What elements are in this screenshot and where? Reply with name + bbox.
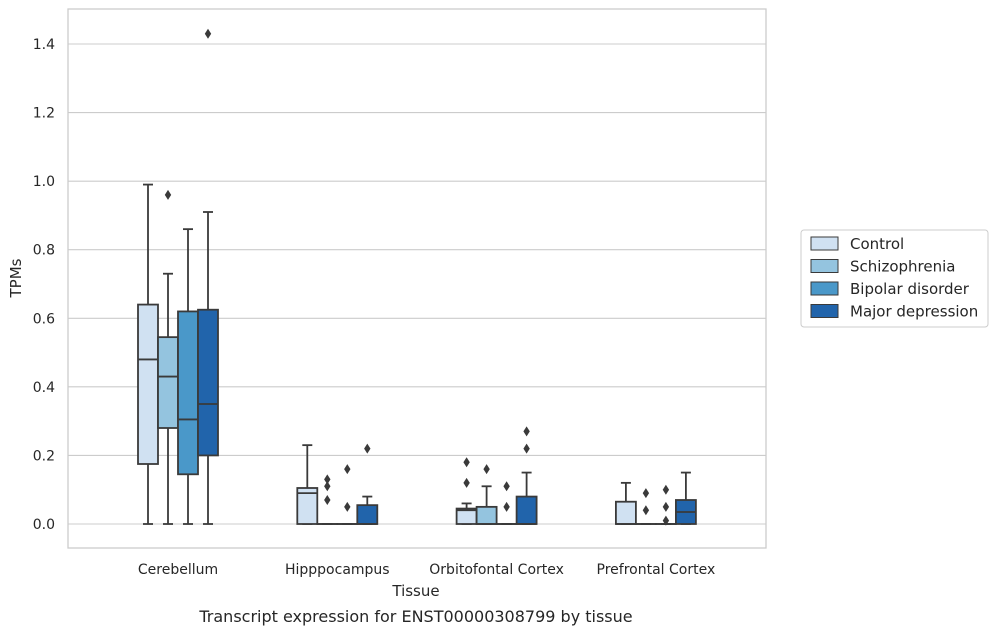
- box-major-depression: [515, 426, 538, 525]
- box-iqr: [157, 336, 179, 429]
- box-major-depression: [356, 443, 379, 525]
- legend-swatch: [810, 236, 839, 251]
- box-schizophrenia: [475, 464, 498, 525]
- box-iqr: [615, 500, 637, 525]
- legend-frame: [800, 229, 989, 328]
- outlier-point: [324, 495, 331, 505]
- outlier-point: [503, 501, 510, 512]
- outlier-point: [662, 515, 670, 526]
- box-iqr: [356, 504, 379, 525]
- y-tick-label: 0.4: [33, 380, 55, 396]
- x-tick-labels: Cerebellum Hipppocampus Orbitofontal Corte…: [138, 562, 715, 578]
- outlier-point: [662, 501, 670, 512]
- box-schizophrenia: [316, 474, 339, 525]
- outlier-point: [364, 443, 371, 454]
- box-schizophrenia: [635, 488, 657, 525]
- y-tick-label: 1.4: [33, 37, 55, 53]
- y-tick-label: 0.8: [33, 243, 55, 259]
- outlier-point: [463, 477, 470, 488]
- box-bipolar-disorder: [495, 481, 518, 525]
- y-tick-label: 0.2: [33, 448, 55, 464]
- box-control: [455, 457, 478, 525]
- grid-layer: [68, 43, 766, 525]
- x-tick-label: Hipppocampus: [285, 562, 390, 578]
- legend-label: Control: [850, 235, 904, 253]
- outlier-point: [324, 474, 331, 485]
- legend-items: Control Schizophrenia Bipolar disorder Majo…: [810, 235, 978, 321]
- outlier-point: [324, 481, 331, 492]
- outlier-point: [523, 426, 530, 437]
- box-major-depression: [675, 471, 697, 525]
- box-iqr: [475, 505, 498, 525]
- outlier-point: [523, 443, 530, 454]
- box-schizophrenia: [157, 189, 179, 525]
- box-iqr: [296, 487, 319, 525]
- legend-swatch: [810, 281, 839, 296]
- box-iqr: [515, 495, 538, 525]
- box-bipolar-disorder: [655, 484, 677, 526]
- box-layer: [137, 28, 697, 526]
- box-control: [296, 444, 319, 525]
- x-tick-label: Orbitofontal Cortex: [429, 562, 564, 578]
- outlier-point: [204, 28, 212, 39]
- legend-label: Bipolar disorder: [850, 280, 970, 298]
- legend-swatch: [810, 304, 839, 318]
- box-bipolar-disorder: [336, 464, 359, 525]
- outlier-point: [344, 464, 351, 475]
- y-tick-label: 0.6: [33, 311, 55, 327]
- legend-swatch: [810, 259, 839, 273]
- box-iqr: [197, 308, 219, 457]
- outlier-point: [503, 481, 510, 492]
- outlier-point: [463, 457, 470, 468]
- x-tick-label: Prefrontal Cortex: [597, 562, 716, 578]
- outlier-point: [344, 501, 351, 512]
- outlier-point: [642, 488, 650, 499]
- y-axis-label: TPMs: [7, 258, 25, 298]
- outlier-point: [164, 189, 172, 200]
- legend-label: Major depression: [850, 303, 978, 321]
- outlier-point: [662, 484, 670, 495]
- box-major-depression: [197, 28, 219, 525]
- box-iqr: [137, 303, 159, 465]
- x-tick-label: Cerebellum: [138, 562, 218, 578]
- legend: Control Schizophrenia Bipolar disorder Majo…: [800, 229, 989, 328]
- box-bipolar-disorder: [177, 228, 199, 525]
- figure-caption: Transcript expression for ENST0000030879…: [198, 607, 632, 626]
- y-tick-label: 1.0: [33, 174, 55, 190]
- y-tick-labels: 0.0 0.2 0.4 0.6 0.8 1.0 1.2 1.4: [33, 37, 55, 533]
- x-axis-label: Tissue: [391, 582, 439, 600]
- y-tick-label: 1.2: [33, 106, 55, 122]
- legend-label: Schizophrenia: [850, 258, 955, 276]
- box-control: [137, 183, 159, 525]
- plot-frame: [67, 8, 767, 549]
- box-control: [615, 481, 637, 525]
- outlier-point: [483, 464, 490, 475]
- y-tick-label: 0.0: [33, 517, 55, 533]
- outlier-point: [642, 505, 650, 516]
- box-iqr: [177, 310, 199, 476]
